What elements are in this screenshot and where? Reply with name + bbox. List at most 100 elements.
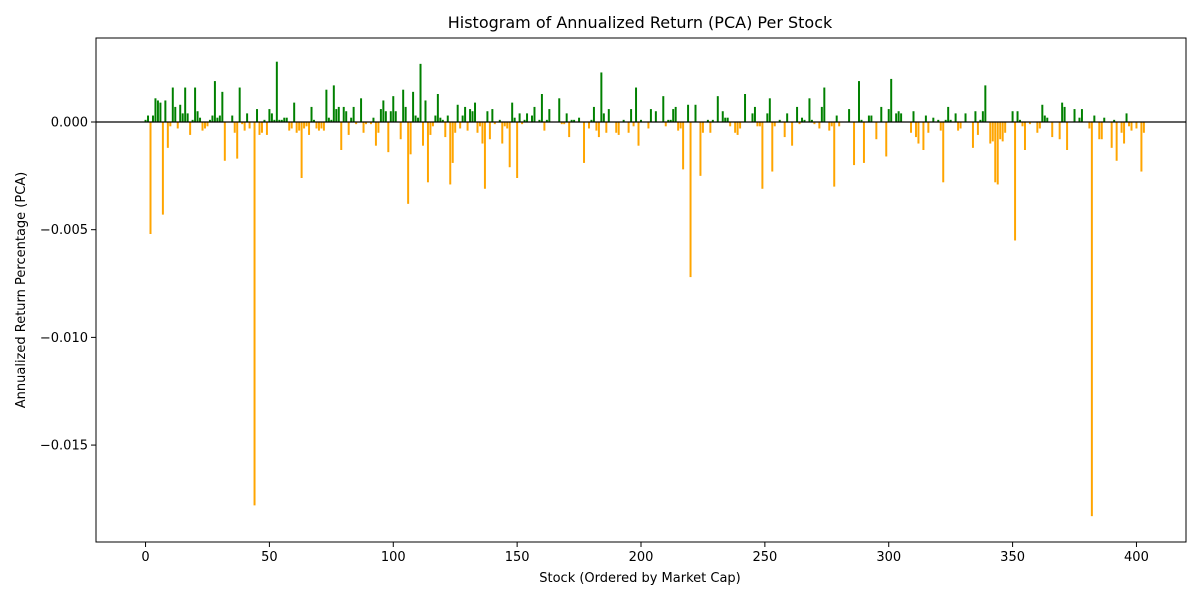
bar bbox=[630, 109, 633, 122]
bar bbox=[270, 113, 273, 122]
bar bbox=[310, 106, 313, 122]
bar bbox=[1088, 122, 1091, 129]
bar bbox=[1135, 122, 1138, 129]
bar bbox=[417, 117, 420, 122]
bar bbox=[711, 119, 714, 122]
bar bbox=[461, 115, 464, 122]
bar bbox=[533, 106, 536, 122]
bar bbox=[1001, 122, 1004, 142]
bar bbox=[503, 122, 506, 127]
bar bbox=[1023, 122, 1026, 150]
bar bbox=[402, 89, 405, 122]
bar bbox=[459, 122, 462, 129]
bar bbox=[600, 72, 603, 122]
bar bbox=[290, 122, 293, 129]
bar bbox=[796, 106, 799, 122]
bar bbox=[662, 96, 665, 122]
bar bbox=[912, 111, 915, 122]
bar bbox=[320, 122, 323, 129]
bar bbox=[726, 117, 729, 122]
bar bbox=[1120, 122, 1123, 133]
bar bbox=[548, 109, 551, 122]
bar bbox=[464, 106, 467, 122]
bar bbox=[260, 122, 263, 133]
bar bbox=[508, 122, 511, 168]
bar bbox=[808, 98, 811, 122]
bar bbox=[1115, 122, 1118, 161]
bar bbox=[867, 115, 870, 122]
bar bbox=[340, 122, 343, 150]
bar bbox=[820, 106, 823, 122]
x-tick-label: 400 bbox=[1124, 550, 1149, 565]
bar bbox=[476, 122, 479, 133]
bar bbox=[243, 122, 246, 131]
bar bbox=[511, 102, 514, 122]
bar bbox=[501, 122, 504, 144]
bar bbox=[687, 104, 690, 122]
bar bbox=[1090, 122, 1093, 517]
bar bbox=[724, 117, 727, 122]
bar bbox=[949, 119, 952, 122]
x-axis: 0 50 100 150 200 250 300 350 400 bbox=[141, 542, 1149, 565]
bar bbox=[327, 117, 330, 122]
bar bbox=[862, 122, 865, 163]
bar bbox=[991, 122, 994, 142]
bar bbox=[875, 122, 878, 140]
bar bbox=[627, 122, 630, 133]
x-tick-label: 250 bbox=[752, 550, 777, 565]
bar bbox=[1093, 115, 1096, 122]
bar bbox=[1051, 122, 1054, 138]
bar bbox=[563, 122, 566, 125]
x-tick-label: 50 bbox=[261, 550, 278, 565]
bar bbox=[895, 113, 898, 122]
bar bbox=[478, 122, 481, 127]
x-tick-label: 100 bbox=[381, 550, 406, 565]
bar bbox=[664, 122, 667, 127]
bar bbox=[672, 109, 675, 122]
bar bbox=[773, 122, 776, 127]
bar bbox=[689, 122, 692, 278]
bar bbox=[716, 96, 719, 122]
bar bbox=[392, 96, 395, 122]
bar bbox=[910, 122, 913, 133]
bar bbox=[221, 91, 224, 122]
bar bbox=[1128, 122, 1131, 127]
bar bbox=[169, 122, 172, 127]
bar bbox=[810, 119, 813, 122]
bar bbox=[545, 119, 548, 122]
bar bbox=[1073, 109, 1076, 122]
bar bbox=[1014, 122, 1017, 241]
bars-group bbox=[144, 61, 1145, 517]
bar bbox=[885, 122, 888, 157]
bar bbox=[976, 122, 979, 135]
bar bbox=[407, 122, 410, 204]
bar bbox=[947, 106, 950, 122]
bar bbox=[798, 122, 801, 125]
bar bbox=[174, 106, 177, 122]
bar bbox=[181, 113, 184, 122]
plot-frame bbox=[95, 37, 1187, 543]
bar bbox=[179, 104, 182, 122]
bar bbox=[721, 111, 724, 122]
bar bbox=[161, 122, 164, 215]
bar bbox=[159, 102, 162, 122]
bar bbox=[900, 113, 903, 122]
bar bbox=[607, 109, 610, 122]
bar bbox=[744, 94, 747, 122]
bar bbox=[838, 122, 841, 127]
bar bbox=[404, 106, 407, 122]
bar bbox=[602, 113, 605, 122]
bar bbox=[1066, 122, 1069, 150]
bar bbox=[954, 113, 957, 122]
bar bbox=[615, 122, 618, 133]
bar bbox=[560, 122, 563, 125]
bar bbox=[699, 122, 702, 176]
bar bbox=[578, 117, 581, 122]
bar bbox=[248, 122, 251, 129]
bar bbox=[667, 119, 670, 122]
bar bbox=[471, 111, 474, 122]
bar bbox=[1041, 104, 1044, 122]
bar bbox=[176, 122, 179, 129]
bar bbox=[637, 122, 640, 146]
bar bbox=[491, 109, 494, 122]
